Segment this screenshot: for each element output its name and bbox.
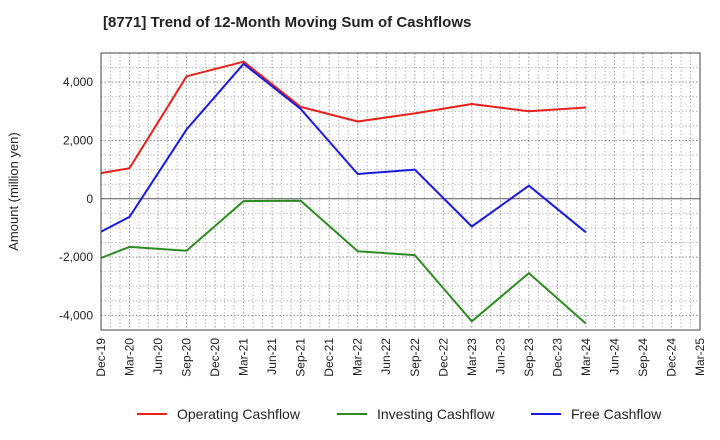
x-tick-label: Mar-22 [351, 338, 365, 376]
series-line [100, 62, 587, 234]
y-tick-label: 0 [86, 192, 93, 206]
x-tick-label: Dec-21 [322, 338, 336, 377]
x-tick-label: Sep-24 [636, 338, 650, 377]
legend: Operating Cashflow Investing Cashflow Free… [137, 406, 662, 422]
x-tick-labels: Dec-19 Mar-20 Jun-20 Sep-20 Dec-20 Mar-21 Jun-… [94, 338, 707, 377]
y-tick-label: 2,000 [63, 133, 93, 147]
x-tick-label: Jun-24 [607, 338, 621, 375]
x-tick-label: Dec-22 [436, 338, 450, 377]
x-tick-label: Jun-20 [151, 338, 165, 375]
x-tick-label: Dec-20 [208, 338, 222, 377]
series-line [100, 60, 586, 175]
plot-frame [100, 52, 701, 331]
x-tick-label: Sep-22 [408, 338, 422, 377]
x-tick-label: Dec-24 [664, 338, 678, 377]
grid [100, 52, 701, 331]
x-tick-label: Dec-19 [94, 338, 108, 377]
x-tick-label: Mar-25 [693, 338, 707, 376]
x-tick-label: Dec-23 [550, 338, 564, 377]
y-tick-labels: -4,000 -2,000 0 2,000 4,000 [59, 75, 93, 322]
x-tick-label: Jun-22 [379, 338, 393, 375]
x-tick-label: Jun-21 [265, 338, 279, 375]
legend-label: Investing Cashflow [377, 406, 495, 422]
x-tick-label: Sep-23 [522, 338, 536, 377]
legend-label: Free Cashflow [571, 406, 662, 422]
x-tick-label: Mar-23 [465, 338, 479, 376]
x-tick-label: Mar-24 [579, 338, 593, 376]
chart-title: [8771] Trend of 12-Month Moving Sum of C… [103, 14, 472, 31]
x-tick-label: Sep-21 [294, 338, 308, 377]
legend-label: Operating Cashflow [177, 406, 301, 422]
series-line [100, 199, 587, 325]
y-tick-label: -2,000 [59, 250, 93, 264]
x-tick-label: Mar-20 [123, 338, 137, 376]
series-lines [100, 60, 587, 325]
y-tick-label: -4,000 [59, 308, 93, 322]
y-axis-title: Amount (million yen) [6, 132, 21, 251]
x-tick-label: Jun-23 [493, 338, 507, 375]
y-tick-label: 4,000 [63, 75, 93, 89]
x-tick-label: Sep-20 [180, 338, 194, 377]
x-tick-label: Mar-21 [237, 338, 251, 376]
